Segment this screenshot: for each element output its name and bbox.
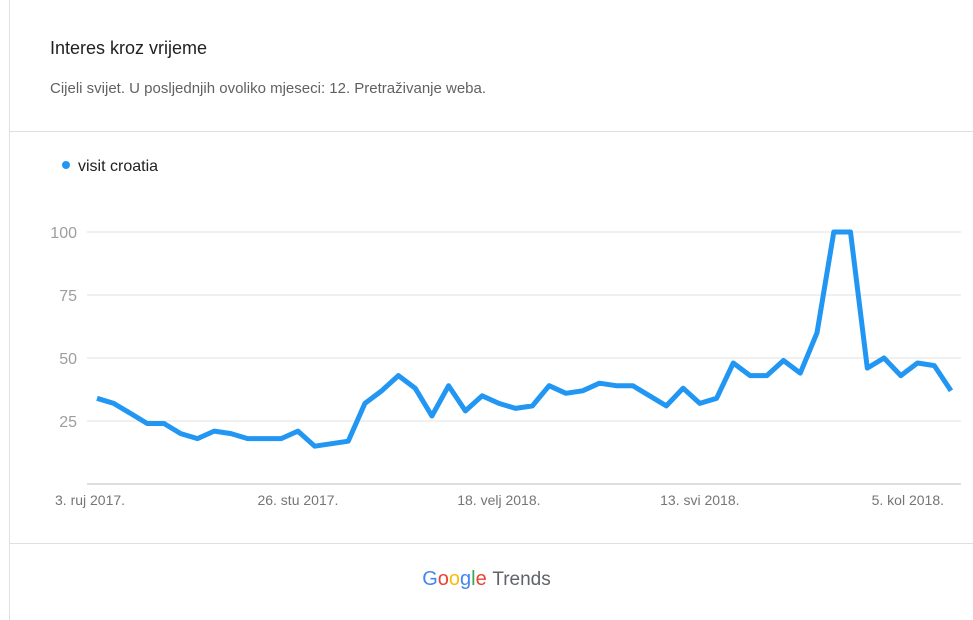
data-point[interactable]: [495, 399, 503, 407]
data-point[interactable]: [428, 412, 436, 420]
data-point[interactable]: [260, 435, 268, 443]
data-point[interactable]: [327, 440, 335, 448]
logo-letter-1: G: [422, 568, 438, 590]
data-point[interactable]: [227, 430, 235, 438]
data-point[interactable]: [579, 387, 587, 395]
data-point[interactable]: [629, 382, 637, 390]
data-point[interactable]: [512, 404, 520, 412]
data-point[interactable]: [210, 427, 218, 435]
logo-letter-5: l: [471, 568, 476, 590]
y-tick-label-100: 100: [50, 225, 77, 242]
data-point[interactable]: [897, 372, 905, 380]
series-line-visit-croatia[interactable]: [96, 229, 954, 449]
data-point[interactable]: [378, 387, 386, 395]
logo-suffix: Trends: [492, 569, 551, 590]
data-point[interactable]: [847, 228, 855, 236]
x-axis-ticks: 3. ruj 2017. 26. stu 2017. 18. velj 2018. 1…: [55, 492, 944, 508]
data-point[interactable]: [662, 402, 670, 410]
data-point[interactable]: [763, 372, 771, 380]
data-point[interactable]: [830, 228, 838, 236]
card-title: Interes kroz vrijeme: [50, 38, 208, 58]
google-trends-logo[interactable]: Google Trends: [0, 568, 973, 591]
x-tick-label-2: 26. stu 2017.: [257, 492, 338, 508]
footer-divider: [9, 543, 973, 544]
card-subtitle: Cijeli svijet. U posljednjih ovoliko mje…: [50, 80, 487, 97]
logo-letter-3: o: [448, 568, 461, 590]
grid-lines: [87, 231, 961, 485]
logo-letter-6: e: [475, 568, 487, 590]
data-point[interactable]: [177, 430, 185, 438]
x-tick-label-4: 13. svi 2018.: [660, 492, 739, 508]
data-point[interactable]: [746, 372, 754, 380]
data-point[interactable]: [160, 420, 168, 428]
data-point[interactable]: [880, 354, 888, 362]
data-point[interactable]: [729, 359, 737, 367]
y-tick-label-75: 75: [59, 288, 77, 305]
data-point[interactable]: [461, 407, 469, 415]
data-point[interactable]: [193, 435, 201, 443]
logo-letter-4: g: [460, 568, 472, 590]
data-point[interactable]: [562, 389, 570, 397]
data-point[interactable]: [110, 399, 118, 407]
data-point[interactable]: [930, 362, 938, 370]
data-point[interactable]: [612, 382, 620, 390]
data-point[interactable]: [311, 442, 319, 450]
data-point[interactable]: [361, 399, 369, 407]
x-tick-label-1: 3. ruj 2017.: [55, 492, 125, 508]
data-point[interactable]: [595, 379, 603, 387]
data-point[interactable]: [914, 359, 922, 367]
data-point[interactable]: [780, 357, 788, 365]
data-point[interactable]: [679, 384, 687, 392]
data-point[interactable]: [947, 387, 955, 395]
data-point[interactable]: [244, 435, 252, 443]
data-point[interactable]: [394, 372, 402, 380]
data-point[interactable]: [126, 409, 134, 417]
data-point[interactable]: [696, 399, 704, 407]
data-point[interactable]: [93, 394, 101, 402]
data-point[interactable]: [863, 364, 871, 372]
data-point[interactable]: [478, 392, 486, 400]
data-point[interactable]: [813, 329, 821, 337]
data-point[interactable]: [277, 435, 285, 443]
y-axis-ticks: 25 50 75 100: [50, 225, 77, 431]
logo-letter-2: o: [437, 568, 449, 590]
y-tick-label-50: 50: [59, 351, 77, 368]
x-tick-label-3: 18. velj 2018.: [457, 492, 540, 508]
data-point[interactable]: [344, 437, 352, 445]
y-tick-label-25: 25: [59, 414, 77, 431]
data-point[interactable]: [646, 392, 654, 400]
data-point[interactable]: [445, 382, 453, 390]
data-point[interactable]: [796, 369, 804, 377]
data-point[interactable]: [411, 384, 419, 392]
legend-label: visit croatia: [78, 158, 159, 175]
series-layer: [93, 228, 955, 450]
header-divider: [9, 131, 973, 132]
card-left-border: [9, 0, 10, 620]
data-point[interactable]: [713, 394, 721, 402]
data-point[interactable]: [545, 382, 553, 390]
data-point[interactable]: [294, 427, 302, 435]
x-tick-label-5: 5. kol 2018.: [872, 492, 944, 508]
data-point[interactable]: [528, 402, 536, 410]
legend[interactable]: visit croatia: [62, 158, 158, 176]
interest-line-chart[interactable]: 25 50 75 100 3. ruj 2017. 26. stu 2017. 18. v…: [0, 190, 973, 520]
data-point[interactable]: [143, 420, 151, 428]
legend-dot-icon: [62, 161, 70, 169]
